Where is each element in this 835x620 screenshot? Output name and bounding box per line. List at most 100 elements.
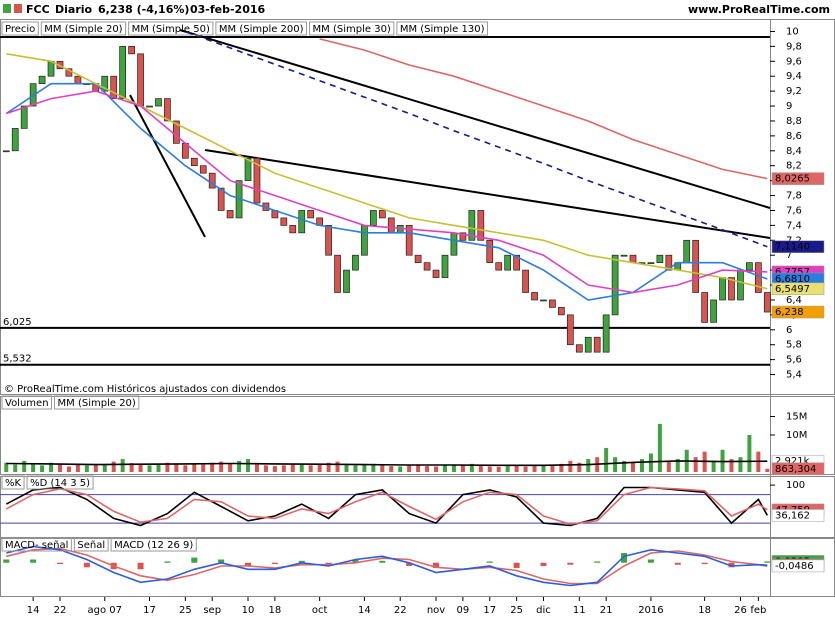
- volume-bar: [147, 465, 152, 472]
- candle: [387, 217, 395, 234]
- period: Diario: [55, 3, 93, 16]
- histogram-bar: [352, 559, 359, 563]
- candle: [763, 292, 771, 313]
- volume-bar: [93, 463, 98, 472]
- histogram-bar: [325, 562, 332, 565]
- histogram-bar: [647, 559, 654, 563]
- volume-bar: [254, 464, 259, 472]
- legend-entry: Señal: [77, 540, 105, 551]
- volume-bar: [22, 460, 27, 472]
- volume-bar: [120, 459, 125, 472]
- y-tick-label: 9,4: [786, 71, 802, 82]
- volume-bar: [407, 465, 412, 472]
- histogram-bar: [621, 553, 628, 563]
- histogram-bar: [56, 562, 63, 565]
- volume-bar: [308, 465, 313, 472]
- value-tag-label: 7,1140: [775, 242, 810, 253]
- legend-box: [73, 537, 109, 552]
- legend-entry: MM (Simple 20): [58, 398, 136, 409]
- volume-bar: [281, 465, 286, 472]
- legend-box: [1, 537, 72, 552]
- value-tag-label: 6,238: [775, 307, 804, 318]
- x-tick-label: 26: [734, 605, 747, 616]
- value-tag: [771, 559, 825, 573]
- value-tag: [771, 462, 825, 476]
- x-tick-label: ago 07: [88, 605, 123, 616]
- candle: [378, 210, 386, 219]
- site: www.ProRealTime.com: [688, 3, 830, 16]
- volume-bar: [13, 464, 18, 472]
- y-tick-label: 9,8: [786, 41, 802, 52]
- x-tick-label: feb: [750, 605, 766, 616]
- legend-entry: MM (Simple 200): [219, 24, 304, 35]
- y-tick-label: 100: [786, 480, 805, 491]
- candle: [450, 232, 458, 256]
- volume-bar: [532, 466, 537, 472]
- y-tick-label: 10M: [786, 430, 807, 441]
- candle: [298, 210, 306, 234]
- volume-bar: [156, 463, 161, 472]
- volume-bar: [693, 457, 698, 472]
- histogram-bar: [3, 559, 10, 563]
- volume-bar: [613, 457, 618, 472]
- trendline: [204, 149, 771, 239]
- legend-box: [1, 475, 25, 490]
- value-tag-label: 8,0265: [775, 174, 810, 185]
- y-tick-label: 9,6: [786, 56, 802, 67]
- legend-box: [1, 21, 39, 36]
- x-tick-label: 17: [483, 605, 496, 616]
- x-tick-label: 10: [242, 605, 255, 616]
- candle: [119, 46, 127, 99]
- candle: [173, 120, 180, 144]
- value-tag-label: 2,921k: [775, 456, 810, 467]
- y-tick-label: 7,4: [786, 220, 802, 231]
- candle: [244, 157, 252, 181]
- level-label: 6,025: [3, 317, 32, 328]
- candle: [11, 128, 19, 152]
- candle: [683, 239, 691, 264]
- candle: [2, 150, 10, 153]
- histogram-bar: [379, 560, 386, 563]
- histogram-bar: [433, 562, 440, 568]
- volume-bar: [622, 460, 627, 472]
- histogram-bar: [218, 559, 225, 563]
- volume-bar: [648, 453, 653, 472]
- volume-bar: [451, 464, 456, 472]
- volume-bar: [344, 464, 349, 472]
- candle: [352, 254, 359, 271]
- volume-bar: [317, 464, 322, 472]
- volume-bar: [353, 465, 358, 472]
- candle: [199, 165, 207, 174]
- histogram-bar: [164, 561, 171, 563]
- candle: [620, 254, 628, 257]
- y-tick-label: 8,8: [786, 116, 802, 127]
- volume-bar: [765, 468, 770, 472]
- y-tick-label: 7,6: [786, 205, 802, 216]
- volume-bar: [174, 464, 179, 472]
- volume-bar: [442, 465, 447, 472]
- candle: [38, 75, 46, 85]
- candle: [459, 232, 467, 241]
- volume-bar: [380, 465, 385, 472]
- x-tick-label: oct: [312, 605, 328, 616]
- volume-bar: [66, 466, 71, 472]
- value-tag: [771, 509, 825, 522]
- y-tick-label: 5,8: [786, 340, 802, 351]
- x-tick-label: dic: [536, 605, 551, 616]
- candle: [477, 210, 485, 241]
- x-tick-label: 25: [179, 605, 192, 616]
- candle: [20, 105, 28, 129]
- histogram-bar: [764, 561, 771, 563]
- volume-bar: [514, 465, 519, 472]
- legend-entry: Precio: [5, 24, 35, 35]
- x-tick-label: 2016: [638, 605, 663, 616]
- volume-bar: [675, 459, 680, 472]
- volume-bar: [362, 464, 367, 472]
- candle: [74, 75, 82, 85]
- volume-bar: [31, 463, 36, 472]
- y-tick-label: 8,6: [786, 131, 802, 142]
- volume-bar: [586, 459, 591, 472]
- candle: [190, 157, 198, 167]
- candle: [746, 262, 753, 271]
